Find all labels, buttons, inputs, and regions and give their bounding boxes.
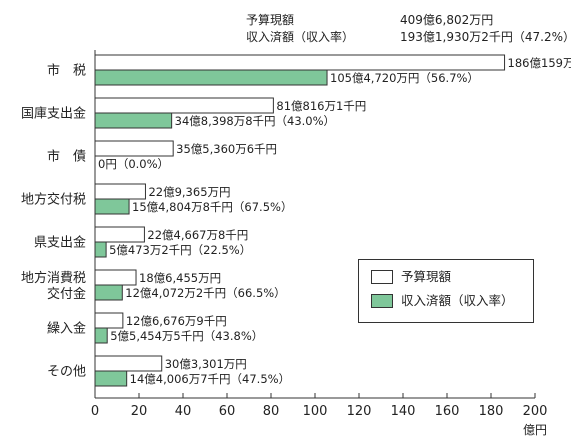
category-label: 地方交付税 [21, 192, 86, 208]
bar-label-budget: 186億159万6千円 [508, 56, 571, 70]
bar-budget [94, 183, 146, 200]
bar-budget [94, 269, 137, 286]
bar-label-budget: 35億5,360万6千円 [176, 142, 277, 156]
legend-label-budget: 予算現額 [401, 269, 452, 284]
x-tick-label: 0 [91, 404, 99, 419]
bar-income [94, 370, 128, 387]
bar-label-budget: 22億9,365万円 [148, 185, 230, 199]
x-tick-label: 160 [435, 404, 460, 419]
category-label: 地方消費税交付金 [21, 270, 86, 302]
bar-budget [94, 54, 506, 71]
bar-label-income: 0円（0.0%） [98, 157, 169, 171]
x-tick-label: 180 [479, 404, 504, 419]
category-label: 繰入金 [47, 321, 86, 337]
category-label: 市 税 [47, 63, 86, 79]
x-tick-label: 100 [303, 404, 328, 419]
bar-income [94, 198, 130, 215]
bar-label-budget: 12億6,676万9千円 [126, 314, 227, 328]
x-tick-label: 140 [391, 404, 416, 419]
legend-swatch-budget [371, 270, 393, 284]
legend-swatch-income [371, 294, 393, 308]
x-tick-label: 40 [175, 404, 192, 419]
summary-budget-value: 409億6,802万円 [400, 13, 494, 27]
bar-label-income: 5億5,454万5千円（43.8%） [110, 329, 263, 343]
x-tick-label: 120 [347, 404, 372, 419]
bar-income [94, 327, 108, 344]
x-tick-label: 20 [131, 404, 148, 419]
bar-label-income: 34億8,398万8千円（43.0%） [175, 114, 335, 128]
bar-label-income: 14億4,006万7千円（47.5%） [130, 372, 290, 386]
category-label: その他 [47, 365, 86, 380]
x-axis-unit: 億円 [523, 423, 547, 437]
bar-label-budget: 18億6,455万円 [139, 271, 221, 285]
bar-label-income: 15億4,804万8千円（67.5%） [132, 200, 292, 214]
bar-label-budget: 30億3,301万円 [165, 357, 247, 371]
bar-budget [94, 312, 124, 329]
category-label: 市 債 [47, 149, 86, 165]
bar-income [94, 241, 107, 258]
legend-label-income: 収入済額（収入率） [401, 293, 514, 308]
bar-label-income: 12億4,072万2千円（66.5%） [125, 286, 285, 300]
bar-label-income: 5億473万2千円（22.5%） [109, 243, 251, 257]
summary-income-label: 収入済額（収入率） [246, 30, 355, 44]
x-tick-label: 200 [523, 404, 548, 419]
category-label: 国庫支出金 [21, 106, 86, 122]
bar-income [94, 69, 328, 86]
bar-label-budget: 22億4,667万8千円 [147, 228, 248, 242]
summary-income-value: 193億1,930万2千円（47.2%） [400, 30, 571, 44]
bar-income [94, 284, 123, 301]
bar-budget [94, 97, 274, 114]
category-label: 県支出金 [34, 235, 86, 251]
bar-budget [94, 140, 174, 157]
chart-legend: 予算現額 収入済額（収入率） [358, 259, 534, 323]
x-tick-label: 60 [219, 404, 236, 419]
bar-budget [94, 226, 145, 243]
bar-label-budget: 81億816万1千円 [276, 99, 366, 113]
summary-budget-label: 予算現額 [246, 13, 295, 27]
x-tick-label: 80 [263, 404, 280, 419]
bar-label-income: 105億4,720万円（56.7%） [330, 71, 479, 85]
bar-budget [94, 355, 163, 372]
bar-income [94, 112, 173, 129]
